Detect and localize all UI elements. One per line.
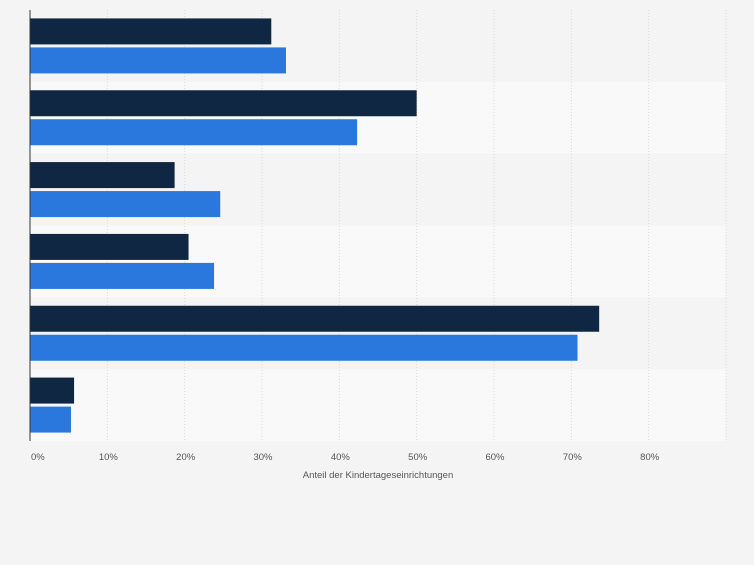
bar-series-1[interactable]	[30, 233, 189, 260]
x-tick-label: 0%	[31, 452, 45, 463]
bar-series-1[interactable]	[30, 305, 600, 332]
bar-series-1[interactable]	[30, 90, 417, 117]
bar-series-2[interactable]	[30, 262, 215, 289]
x-axis-label: Anteil der Kindertageseinrichtungen	[303, 470, 454, 481]
row-band	[30, 369, 726, 441]
bar-series-2[interactable]	[30, 191, 221, 218]
bars	[30, 18, 600, 433]
x-axis-ticks: 0% 10% 20% 30% 40% 50% 60% 70% 80%	[31, 452, 660, 463]
bar-series-1[interactable]	[30, 377, 75, 404]
bar-series-2[interactable]	[30, 334, 578, 361]
x-tick-label: 20%	[176, 452, 196, 463]
x-tick-label: 80%	[640, 452, 660, 463]
bar-series-1[interactable]	[30, 18, 272, 45]
x-tick-label: 10%	[99, 452, 119, 463]
x-tick-label: 50%	[408, 452, 428, 463]
row-bands	[30, 10, 726, 441]
x-tick-label: 40%	[331, 452, 351, 463]
bar-series-1[interactable]	[30, 162, 175, 189]
x-tick-label: 60%	[485, 452, 505, 463]
x-tick-label: 30%	[253, 452, 273, 463]
x-tick-label: 70%	[563, 452, 583, 463]
bar-series-2[interactable]	[30, 119, 358, 146]
bar-series-2[interactable]	[30, 406, 71, 433]
bar-series-2[interactable]	[30, 47, 286, 74]
